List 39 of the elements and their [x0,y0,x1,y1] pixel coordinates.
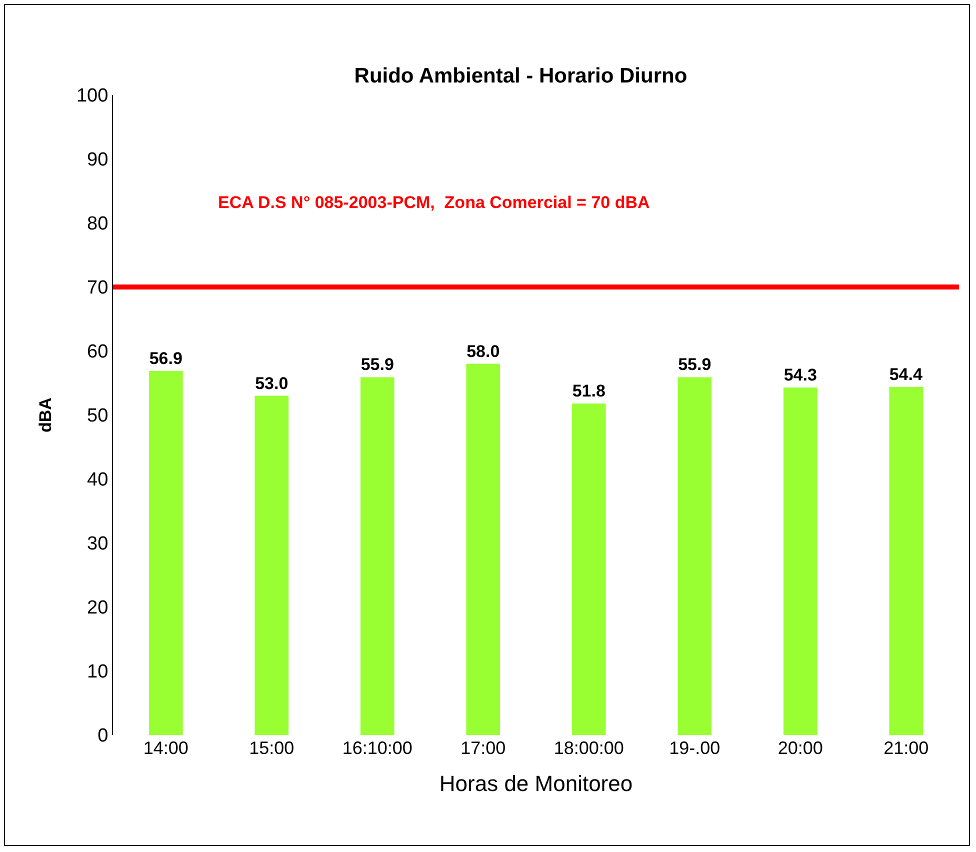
bar [466,364,500,735]
y-tick-label: 100 [76,86,108,107]
data-label: 56.9 [149,348,182,368]
y-tick-label: 40 [87,470,108,491]
x-tick-label: 20:00 [778,738,823,758]
x-tick-label: 21:00 [884,738,929,758]
y-tick-label: 50 [87,406,108,427]
bar [254,396,289,735]
bar [572,403,606,735]
y-axis-title: dBA [36,398,56,432]
y-tick-label: 80 [87,214,108,235]
bar [360,377,394,735]
ref-line-label: ECA D.S N° 085-2003-PCM, Zona Comercial = 70 dBA [218,193,650,212]
y-tick-label: 60 [87,342,108,363]
x-tick-label: 18:00:00 [554,738,624,758]
y-tick-label: 90 [87,150,108,171]
bar [783,387,818,735]
x-axis-title: Horas de Monitoreo [439,770,633,796]
bar [889,386,924,735]
y-tick-label: 30 [87,534,108,555]
bar [148,370,183,735]
data-label: 51.8 [572,381,606,400]
x-tick-label: 19-.00 [669,738,720,758]
x-tick-label: 15:00 [249,738,294,758]
data-label: 55.9 [360,355,394,374]
y-tick-label: 70 [87,278,108,299]
x-tick-label: 16:10:00 [342,738,412,758]
bar [678,377,712,735]
data-label: 58.0 [466,342,500,361]
data-label: 54.4 [889,364,923,384]
y-tick-label: 20 [87,598,108,619]
data-label: 55.9 [678,355,712,374]
chart-title: Ruido Ambiental - Horario Diurno [354,64,688,88]
x-tick-label: 14:00 [143,738,188,758]
y-tick-label: 10 [87,662,108,683]
y-tick-label: 0 [98,726,108,747]
x-tick-label: 17:00 [460,738,506,758]
data-label: 54.3 [784,365,817,384]
data-label: 53.0 [255,374,288,393]
